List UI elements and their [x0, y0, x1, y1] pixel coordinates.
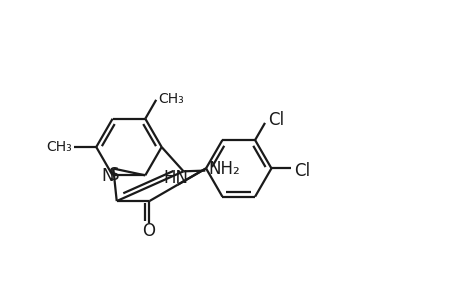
Text: CH₃: CH₃ [158, 92, 184, 106]
Text: N: N [101, 167, 114, 185]
Text: CH₃: CH₃ [47, 140, 73, 154]
Text: NH₂: NH₂ [208, 160, 240, 178]
Text: S: S [109, 167, 119, 184]
Text: HN: HN [163, 169, 188, 187]
Text: Cl: Cl [294, 162, 310, 180]
Text: O: O [142, 222, 155, 240]
Text: Cl: Cl [268, 111, 284, 129]
